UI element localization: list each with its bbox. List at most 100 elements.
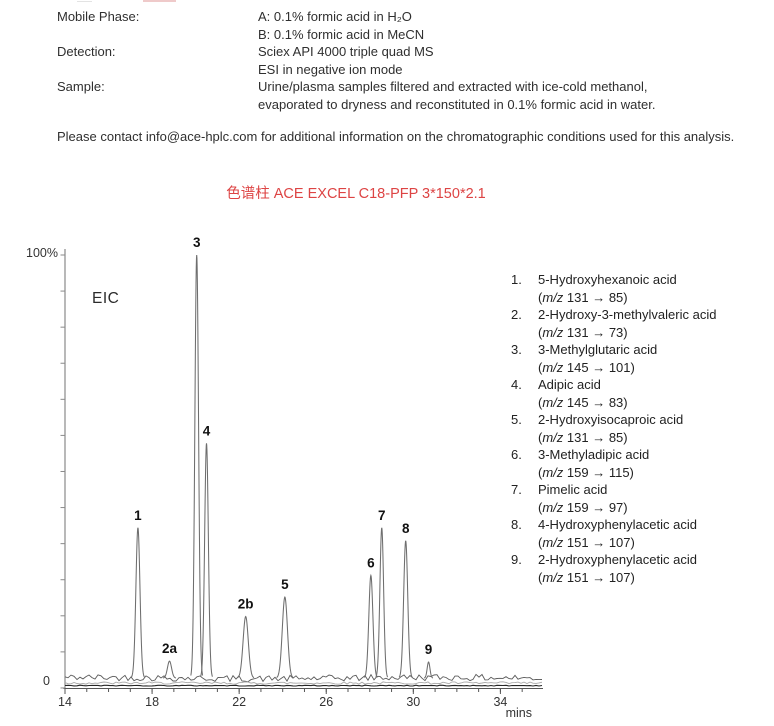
mz-open-paren: ( <box>538 289 543 305</box>
mz-values: 159 → 97) <box>563 499 628 515</box>
mz-italic-label: m/z <box>542 499 564 515</box>
compound-name: 2-Hydroxyisocaproic acid <box>538 412 684 427</box>
peak-legend: 1. 5-Hydroxyhexanoic acid (m/z 131 → 85) 2.… <box>511 271 774 586</box>
peak-label: 9 <box>425 642 433 657</box>
peak-label: 5 <box>281 577 289 592</box>
peak-trace <box>130 527 145 678</box>
legend-item: 6. 3-Methyladipic acid (m/z 159 → 115) <box>511 446 774 481</box>
mz-transition: (m/z 159 → 115) <box>538 464 774 482</box>
mz-open-paren: ( <box>538 394 543 410</box>
compound-name: 4-Hydroxyphenylacetic acid <box>538 517 697 532</box>
x-axis-tick-label: 18 <box>145 695 159 709</box>
mz-italic-label: m/z <box>542 569 564 585</box>
mz-values: 145 → 83) <box>563 394 628 410</box>
mz-transition: (m/z 151 → 107) <box>538 534 774 552</box>
condition-label: Sample: <box>57 79 105 94</box>
conditions-table: Mobile Phase: A: 0.1% formic acid in H₂O B… <box>57 8 655 113</box>
mz-transition: (m/z 145 → 101) <box>538 359 774 377</box>
peak-label: 2b <box>238 597 254 612</box>
condition-row: Detection: Sciex API 4000 triple quad MS E… <box>57 43 655 78</box>
mz-values: 131 → 85) <box>563 289 628 305</box>
x-axis-tick-label: 34 <box>493 695 507 709</box>
peak-trace <box>398 540 413 678</box>
legend-item-number: 8. <box>511 517 522 532</box>
peak-trace <box>190 254 204 676</box>
peak-trace <box>237 615 255 679</box>
peak-label: 7 <box>378 508 386 523</box>
legend-item: 8. 4-Hydroxyphenylacetic acid (m/z 151 → 1… <box>511 516 774 551</box>
mz-values: 151 → 107) <box>563 534 635 550</box>
condition-value-line: evaporated to dryness and reconstituted … <box>258 96 656 112</box>
x-axis-tick-label: 30 <box>406 695 420 709</box>
x-axis-tick-label: 26 <box>319 695 333 709</box>
mz-values: 151 → 107) <box>563 569 635 585</box>
peak-trace <box>375 527 389 678</box>
mz-open-paren: ( <box>538 324 543 340</box>
compound-name: 2-Hydroxy-3-methylvaleric acid <box>538 307 717 322</box>
mz-italic-label: m/z <box>542 429 564 445</box>
mz-italic-label: m/z <box>542 534 564 550</box>
condition-value-line: Urine/plasma samples filtered and extrac… <box>258 79 648 94</box>
baseline-trace <box>64 673 543 683</box>
compound-name: Pimelic acid <box>538 482 608 497</box>
condition-label: Mobile Phase: <box>57 9 140 24</box>
condition-value: Urine/plasma samples filtered and extrac… <box>258 78 655 113</box>
mz-values: 145 → 101) <box>563 359 635 375</box>
mz-open-paren: ( <box>538 359 543 375</box>
legend-item: 2. 2-Hydroxy-3-methylvaleric acid (m/z 131… <box>511 306 774 341</box>
legend-item-number: 6. <box>511 447 522 462</box>
legend-item-number: 9. <box>511 552 522 567</box>
mz-open-paren: ( <box>538 429 543 445</box>
peak-label: 3 <box>193 235 201 250</box>
mz-italic-label: m/z <box>542 324 564 340</box>
mz-transition: (m/z 131 → 73) <box>538 324 774 342</box>
baseline-trace <box>64 681 543 685</box>
mz-italic-label: m/z <box>542 464 564 480</box>
compound-name: 3-Methyladipic acid <box>538 447 650 462</box>
legend-item: 7. Pimelic acid (m/z 159 → 97) <box>511 481 774 516</box>
x-axis-tick-label: 14 <box>58 695 72 709</box>
mz-values: 159 → 115) <box>563 464 634 480</box>
legend-item: 3. 3-Methylglutaric acid (m/z 145 → 101) <box>511 341 774 376</box>
peak-trace <box>423 661 434 679</box>
mz-open-paren: ( <box>538 464 543 480</box>
mz-open-paren: ( <box>538 499 543 515</box>
legend-item: 5. 2-Hydroxyisocaproic acid (m/z 131 → 85) <box>511 411 774 446</box>
peak-trace <box>363 573 378 678</box>
legend-item: 9. 2-Hydroxyphenylacetic acid (m/z 151 → 1… <box>511 551 774 586</box>
mz-italic-label: m/z <box>542 359 564 375</box>
contact-note: Please contact info@ace-hplc.com for add… <box>57 129 735 144</box>
legend-item-number: 4. <box>511 377 522 392</box>
legend-item: 1. 5-Hydroxyhexanoic acid (m/z 131 → 85) <box>511 271 774 306</box>
x-axis-unit-label: mins <box>505 706 532 720</box>
condition-value-line: B: 0.1% formic acid in MeCN <box>258 26 425 42</box>
peak-trace <box>162 660 177 679</box>
condition-value: Sciex API 4000 triple quad MS ESI in nega… <box>258 43 434 78</box>
condition-row: Sample: Urine/plasma samples filtered and… <box>57 78 655 113</box>
mz-transition: (m/z 151 → 107) <box>538 569 774 587</box>
cropped-line-artifact <box>143 0 176 2</box>
mz-open-paren: ( <box>538 534 543 550</box>
y-axis-max-label: 100% <box>26 246 58 260</box>
mz-transition: (m/z 131 → 85) <box>538 289 774 307</box>
mz-transition: (m/z 145 → 83) <box>538 394 774 412</box>
condition-value-line: ESI in negative ion mode <box>258 61 403 77</box>
condition-row: Mobile Phase: A: 0.1% formic acid in H₂O B… <box>57 8 655 43</box>
compound-name: 3-Methylglutaric acid <box>538 342 658 357</box>
peak-label: 6 <box>367 555 375 570</box>
baseline-trace <box>64 684 543 687</box>
compound-name: 2-Hydroxyphenylacetic acid <box>538 552 697 567</box>
peak-label: 4 <box>203 423 211 438</box>
compound-name: Adipic acid <box>538 377 601 392</box>
mz-values: 131 → 85) <box>563 429 628 445</box>
peak-trace <box>276 595 294 678</box>
condition-value: A: 0.1% formic acid in H₂O B: 0.1% formic… <box>258 8 424 43</box>
mz-transition: (m/z 159 → 97) <box>538 499 774 517</box>
mz-transition: (m/z 131 → 85) <box>538 429 774 447</box>
compound-name: 5-Hydroxyhexanoic acid <box>538 272 677 287</box>
legend-item-number: 7. <box>511 482 522 497</box>
mz-italic-label: m/z <box>542 394 564 410</box>
column-title: 色谱柱 ACE EXCEL C18-PFP 3*150*2.1 <box>226 186 486 202</box>
